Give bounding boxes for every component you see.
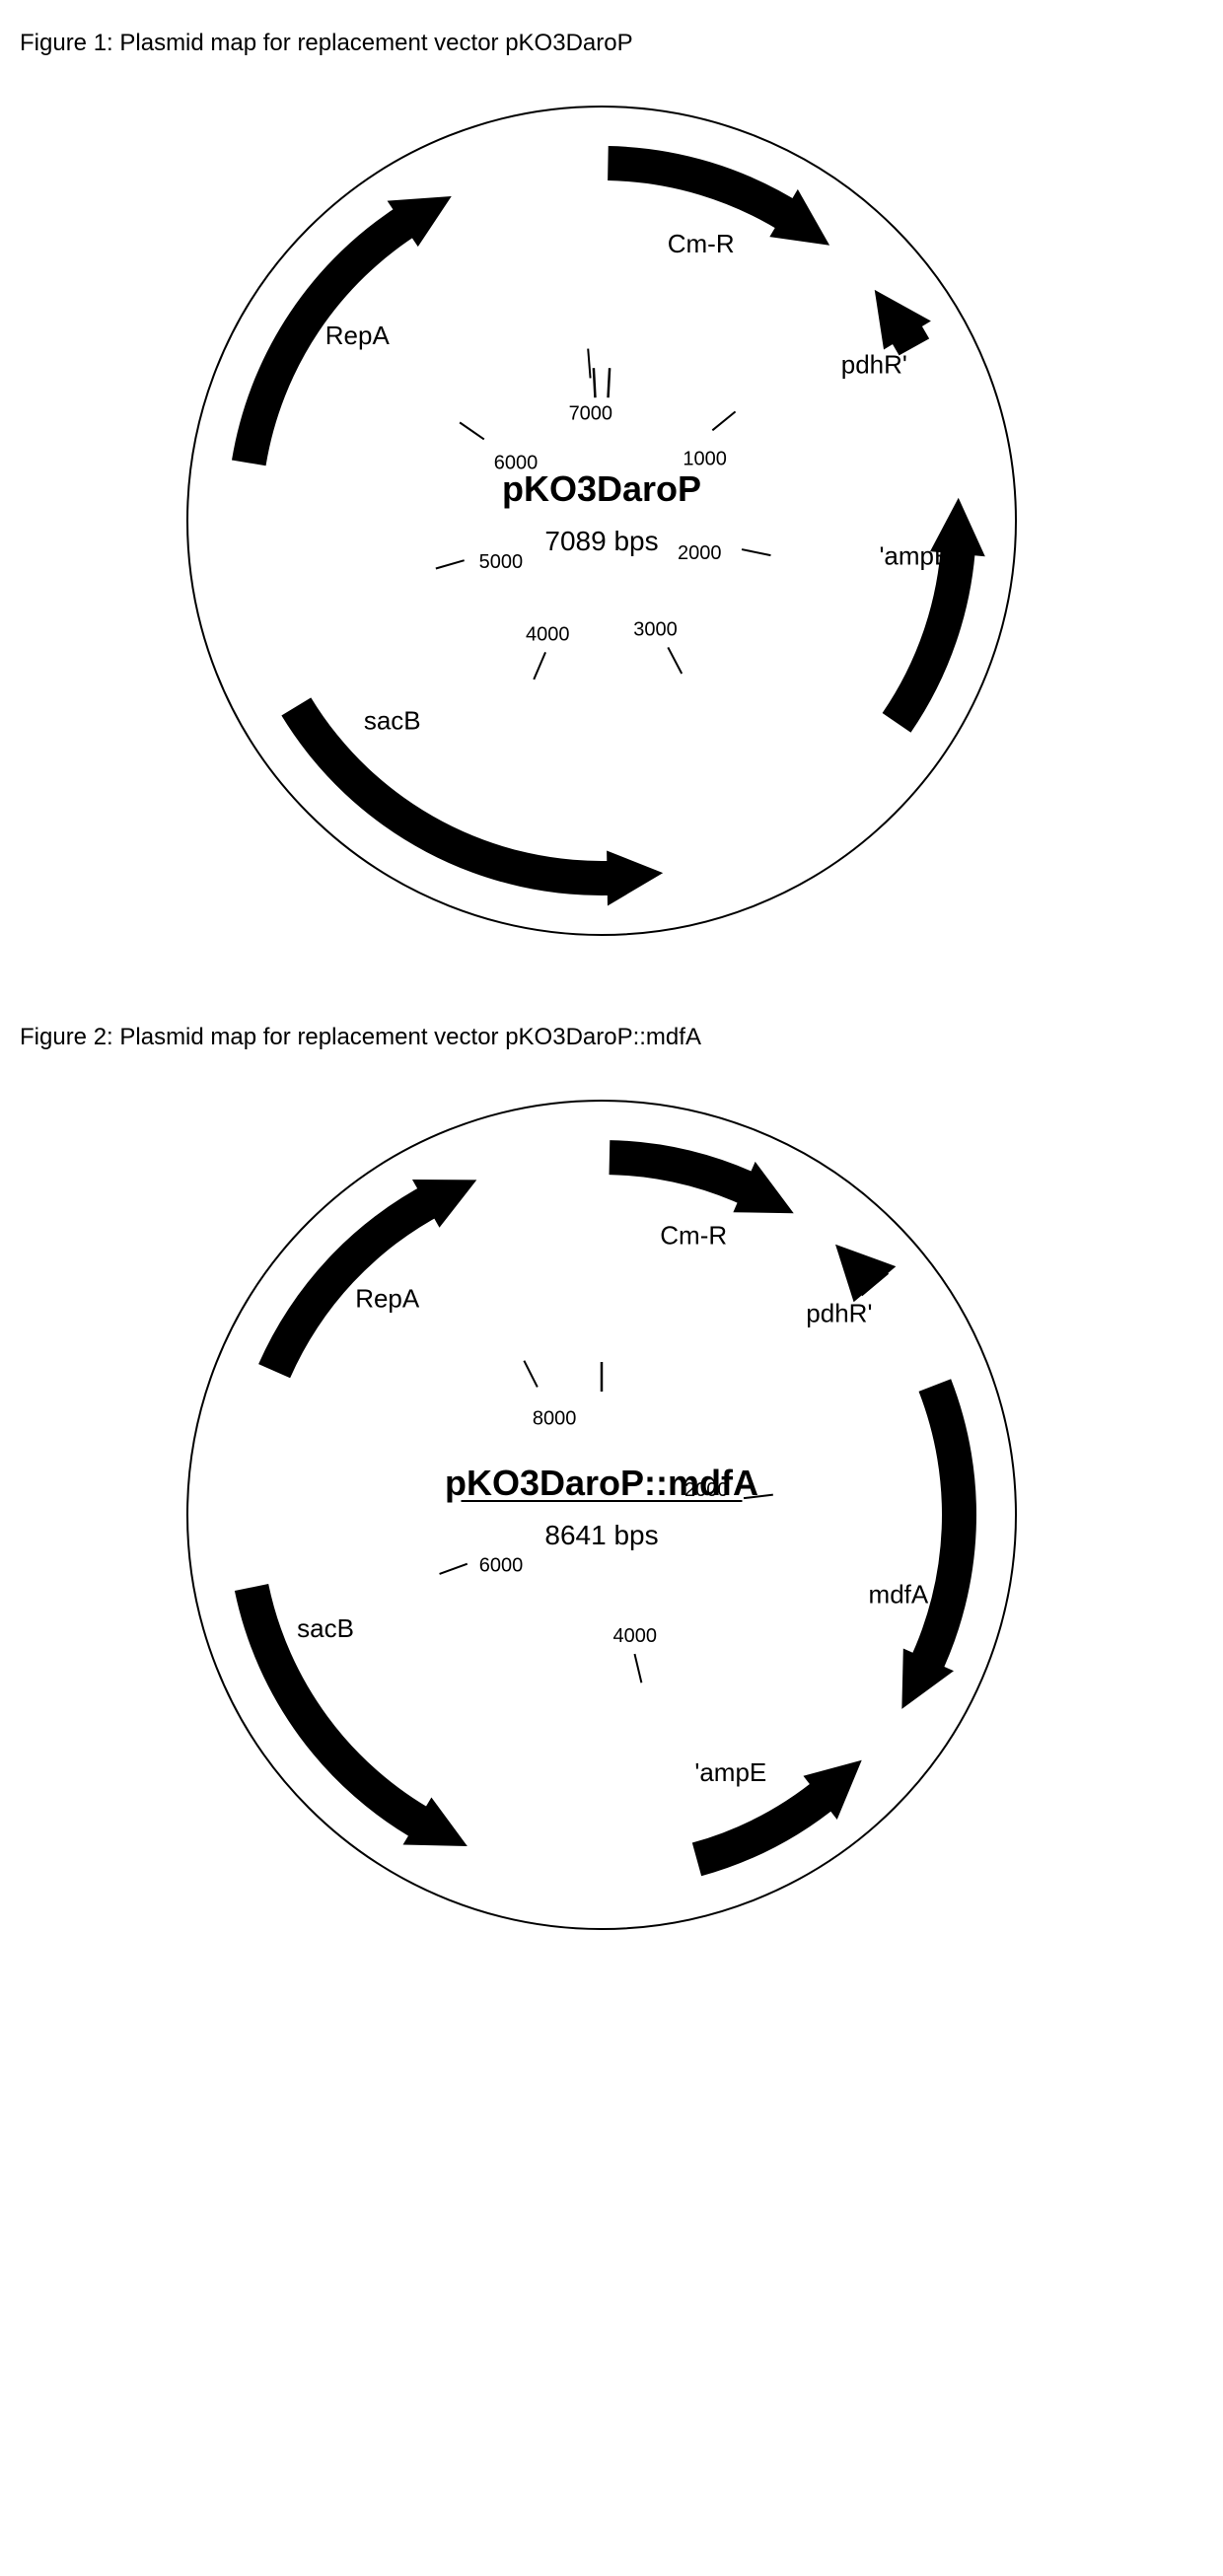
- gene-arc-RepA: [258, 1182, 445, 1378]
- tick-mark: [588, 349, 590, 379]
- origin-tick: [594, 368, 596, 397]
- plasmid-size: 7089 bps: [544, 526, 658, 556]
- gene-label-pdhR: pdhR': [806, 1298, 872, 1327]
- gene-arrowhead-sacB: [607, 850, 663, 905]
- tick-mark: [460, 422, 484, 439]
- gene-label-RepA: RepA: [355, 1284, 420, 1314]
- gene-arc-mdfA: [907, 1379, 976, 1679]
- tick-mark: [436, 560, 465, 568]
- tick-mark: [534, 652, 545, 680]
- gene-label-CmR: Cm-R: [660, 1220, 727, 1250]
- tick-label: 3000: [633, 618, 678, 640]
- plasmid-name: pKO3DaroP::mdfA: [445, 1463, 758, 1503]
- tick-label: 2000: [678, 542, 722, 564]
- gene-arc-sacB: [281, 697, 620, 895]
- gene-label-ampE: 'ampE: [879, 541, 951, 571]
- gene-label-mdfA: mdfA: [869, 1580, 929, 1610]
- tick-label: 4000: [612, 1625, 657, 1647]
- gene-label-pdhR: pdhR': [841, 350, 907, 380]
- gene-label-CmR: Cm-R: [668, 229, 735, 258]
- tick-label: 5000: [479, 551, 524, 573]
- tick-mark: [634, 1654, 641, 1682]
- origin-tick: [609, 368, 611, 397]
- figure2-plasmid-map: 2000400060008000Cm-RpdhR'mdfA'ampEsacBRe…: [158, 1071, 1203, 1959]
- tick-mark: [668, 647, 682, 674]
- tick-label: 6000: [479, 1555, 524, 1577]
- gene-arc-CmR: [608, 146, 804, 234]
- gene-arrowhead-pdhR: [835, 1245, 896, 1303]
- figure1-plasmid-map: 1000200030004000500060007000Cm-RpdhR''am…: [158, 77, 1203, 965]
- plasmid-size: 8641 bps: [544, 1520, 658, 1550]
- tick-label: 7000: [569, 402, 613, 424]
- gene-label-ampE: 'ampE: [694, 1757, 766, 1787]
- gene-label-RepA: RepA: [325, 321, 391, 350]
- gene-label-sacB: sacB: [364, 706, 421, 736]
- tick-mark: [742, 549, 770, 555]
- figure1-caption: Figure 1: Plasmid map for replacement ve…: [20, 30, 1203, 57]
- plasmid-name: pKO3DaroP: [502, 468, 701, 509]
- figure2-caption: Figure 2: Plasmid map for replacement ve…: [20, 1024, 1203, 1051]
- gene-label-sacB: sacB: [297, 1613, 354, 1643]
- tick-label: 4000: [526, 623, 570, 645]
- tick-label: 1000: [683, 448, 727, 469]
- tick-mark: [440, 1564, 468, 1574]
- tick-mark: [524, 1361, 537, 1388]
- tick-mark: [712, 411, 735, 430]
- tick-label: 8000: [533, 1407, 577, 1429]
